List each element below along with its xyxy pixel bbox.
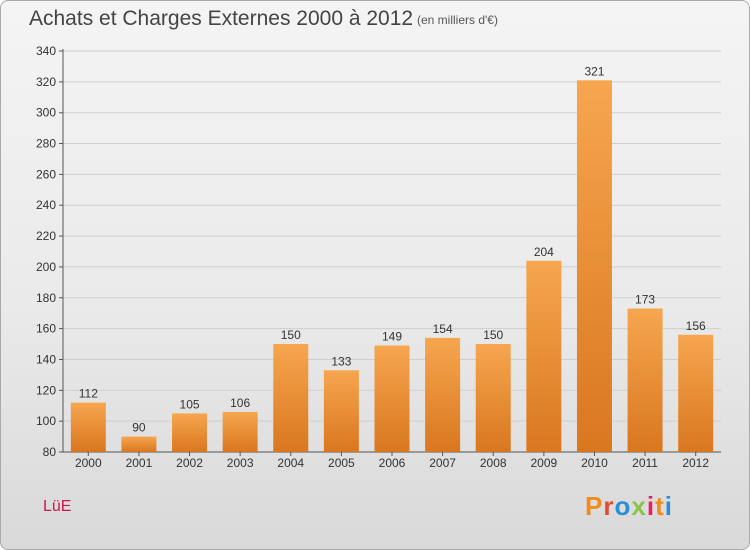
bar-2000[interactable] xyxy=(70,402,106,452)
y-tick-label: 260 xyxy=(36,167,56,181)
y-tick-label: 200 xyxy=(36,260,56,274)
y-tick-label: 320 xyxy=(36,75,56,89)
x-tick-label-2011: 2011 xyxy=(632,456,658,470)
data-label-2003: 106 xyxy=(230,396,250,410)
data-label-2008: 150 xyxy=(483,328,503,342)
x-tick-label-2007: 2007 xyxy=(429,456,456,470)
data-label-2005: 133 xyxy=(331,354,351,368)
bar-2006[interactable] xyxy=(374,345,410,452)
y-tick-label: 180 xyxy=(36,291,56,305)
data-label-2010: 321 xyxy=(584,64,604,78)
x-tick-label-2003: 2003 xyxy=(227,456,254,470)
y-tick-label: 100 xyxy=(36,414,56,428)
bar-2005[interactable] xyxy=(323,370,359,452)
bar-2008[interactable] xyxy=(475,344,511,452)
bar-2009[interactable] xyxy=(526,260,562,452)
x-tick-label-2008: 2008 xyxy=(480,456,507,470)
logo-letter: o xyxy=(614,491,632,521)
data-label-2007: 154 xyxy=(433,322,453,336)
bar-2011[interactable] xyxy=(627,308,663,452)
logo-letter: r xyxy=(603,491,615,521)
data-label-2002: 105 xyxy=(180,397,200,411)
bar-2001[interactable] xyxy=(121,436,157,452)
data-label-2001: 90 xyxy=(132,421,146,435)
logo-letter: i xyxy=(664,491,673,521)
bar-2003[interactable] xyxy=(222,411,258,452)
y-tick-label: 80 xyxy=(43,445,57,459)
y-tick-label: 300 xyxy=(36,106,56,120)
data-label-2009: 204 xyxy=(534,245,554,259)
x-tick-label-2006: 2006 xyxy=(379,456,406,470)
y-tick-label: 340 xyxy=(36,44,56,58)
y-tick-label: 240 xyxy=(36,198,56,212)
logo-letter: t xyxy=(655,491,665,521)
x-tick-label-2004: 2004 xyxy=(277,456,304,470)
y-tick-label: 140 xyxy=(36,352,56,366)
place-name: LüE xyxy=(43,498,72,515)
logo-letter: P xyxy=(585,491,604,521)
data-label-2011: 173 xyxy=(635,293,655,307)
bar-2002[interactable] xyxy=(172,413,208,452)
y-tick-label: 220 xyxy=(36,229,56,243)
bar-2010[interactable] xyxy=(576,80,612,453)
x-tick-label-2001: 2001 xyxy=(126,456,153,470)
x-tick-label-2009: 2009 xyxy=(530,456,557,470)
x-tick-label-2005: 2005 xyxy=(328,456,355,470)
x-tick-label-2002: 2002 xyxy=(176,456,203,470)
y-tick-label: 120 xyxy=(36,383,56,397)
x-tick-label-2012: 2012 xyxy=(682,456,709,470)
chart-title: Achats et Charges Externes 2000 à 2012 xyxy=(29,7,414,30)
data-label-2012: 156 xyxy=(686,319,706,333)
logo-letter: i xyxy=(646,491,656,521)
data-label-2004: 150 xyxy=(281,328,301,342)
proxiti-logo[interactable]: Proxiti xyxy=(585,491,673,522)
bar-2012[interactable] xyxy=(678,334,714,452)
chart-subtitle: (en milliers d'€) xyxy=(417,13,498,27)
y-tick-label: 160 xyxy=(36,322,56,336)
x-tick-label-2000: 2000 xyxy=(75,456,102,470)
data-label-2000: 112 xyxy=(79,387,98,401)
x-tick-label-2010: 2010 xyxy=(581,456,608,470)
bar-2004[interactable] xyxy=(273,344,309,452)
bar-2007[interactable] xyxy=(425,337,461,452)
data-label-2006: 149 xyxy=(382,330,402,344)
y-tick-label: 280 xyxy=(36,137,56,151)
logo-letter: x xyxy=(631,491,647,521)
